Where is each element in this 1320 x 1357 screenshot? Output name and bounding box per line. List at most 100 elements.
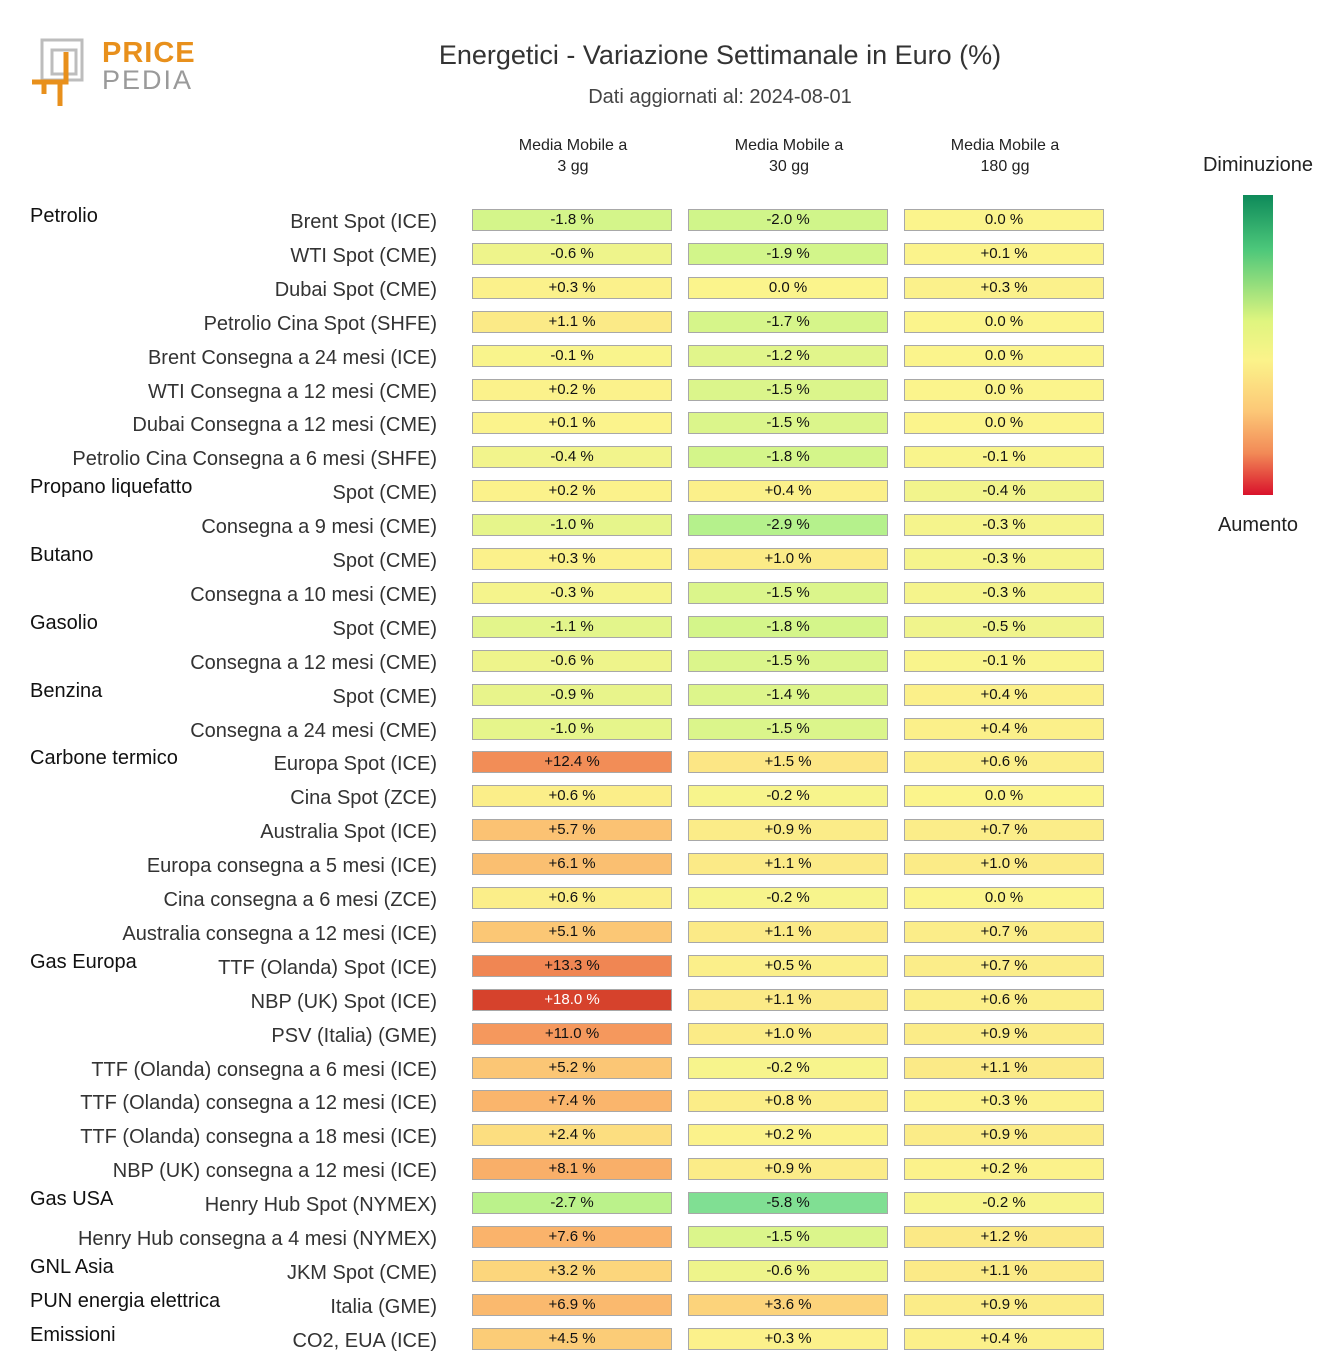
value-cell: +7.6 % <box>472 1226 672 1248</box>
value-cell: 0.0 % <box>904 412 1104 435</box>
value-cell: +5.7 % <box>472 819 672 842</box>
row-label: Spot (CME) <box>332 482 437 505</box>
row-label: Cina consegna a 6 mesi (ZCE) <box>163 889 437 911</box>
group-label: GNL Asia <box>30 1255 114 1278</box>
value-cell: +11.0 % <box>472 1022 672 1045</box>
value-cell: -0.3 % <box>904 581 1104 604</box>
row-label: TTF (Olanda) consegna a 6 mesi (ICE) <box>91 1058 437 1081</box>
value-cell: +0.1 % <box>904 242 1104 265</box>
row-label: Australia consegna a 12 mesi (ICE) <box>122 922 437 945</box>
value-cell: -0.2 % <box>688 887 888 909</box>
column-header-180gg: Media Mobile a 180 gg <box>950 137 1060 175</box>
row-label: Consegna a 12 mesi (CME) <box>190 651 437 674</box>
row-label: PSV (Italia) (GME) <box>271 1024 437 1047</box>
group-label: Carbone termico <box>30 747 178 770</box>
group-label: Benzina <box>30 679 103 702</box>
value-cell: +0.8 % <box>688 1090 888 1113</box>
value-cell: -1.5 % <box>688 1226 888 1248</box>
row-label: TTF (Olanda) consegna a 18 mesi (ICE) <box>80 1126 437 1149</box>
value-cell: +0.4 % <box>904 717 1104 740</box>
value-cell: +3.2 % <box>472 1259 672 1282</box>
value-cell: +0.2 % <box>472 378 672 401</box>
row-label: Petrolio Cina Spot (SHFE) <box>203 312 437 335</box>
value-cell: +0.4 % <box>904 1327 1104 1350</box>
value-cell: -1.1 % <box>472 615 672 638</box>
row-label: TTF (Olanda) consegna a 12 mesi (ICE) <box>80 1092 437 1115</box>
value-cell: +0.3 % <box>472 548 672 570</box>
row-label: Henry Hub consegna a 4 mesi (NYMEX) <box>77 1228 437 1250</box>
value-cell: -0.3 % <box>904 514 1104 537</box>
value-cell: +0.6 % <box>904 988 1104 1011</box>
value-cell: +0.2 % <box>904 1158 1104 1181</box>
value-cell: -0.1 % <box>904 446 1104 469</box>
row-label: Consegna a 9 mesi (CME) <box>201 516 437 539</box>
value-cell: +7.4 % <box>472 1090 672 1113</box>
value-cell: -1.5 % <box>688 581 888 604</box>
value-cell: +0.9 % <box>688 1158 888 1181</box>
value-cell: 0.0 % <box>904 344 1104 367</box>
row-label: WTI Spot (CME) <box>290 244 437 267</box>
value-cell: -0.6 % <box>472 242 672 265</box>
value-cell: +0.9 % <box>904 1293 1104 1316</box>
value-cell: +0.9 % <box>904 1022 1104 1045</box>
legend-bottom-label: Aumento <box>1217 514 1299 536</box>
value-cell: +18.0 % <box>472 988 672 1011</box>
value-cell: -0.4 % <box>472 446 672 469</box>
value-cell: -1.4 % <box>688 683 888 706</box>
value-cell: +0.5 % <box>688 954 888 977</box>
row-label: TTF (Olanda) Spot (ICE) <box>218 956 437 979</box>
value-cell: -1.0 % <box>472 514 672 537</box>
value-cell: -1.9 % <box>688 242 888 265</box>
row-label: Spot (CME) <box>332 550 437 572</box>
value-cell: -2.7 % <box>472 1192 672 1215</box>
value-cell: -0.1 % <box>904 649 1104 672</box>
value-cell: -0.2 % <box>904 1192 1104 1215</box>
value-cell: +0.1 % <box>472 412 672 435</box>
value-cell: +1.1 % <box>904 1056 1104 1079</box>
value-cell: 0.0 % <box>904 310 1104 333</box>
row-label: Australia Spot (ICE) <box>260 821 437 844</box>
value-cell: -1.0 % <box>472 717 672 740</box>
row-label: Italia (GME) <box>330 1295 437 1318</box>
value-cell: +5.2 % <box>472 1056 672 1079</box>
row-label: Henry Hub Spot (NYMEX) <box>204 1194 437 1217</box>
value-cell: -1.2 % <box>688 344 888 367</box>
value-cell: -0.6 % <box>472 649 672 672</box>
value-cell: -0.2 % <box>688 1056 888 1079</box>
row-label: Spot (CME) <box>332 617 437 640</box>
value-cell: +1.1 % <box>688 853 888 876</box>
value-cell: +6.1 % <box>472 853 672 876</box>
value-cell: +0.7 % <box>904 920 1104 943</box>
row-label: Brent Consegna a 24 mesi (ICE) <box>147 346 437 369</box>
group-label: Gas USA <box>30 1188 114 1211</box>
value-cell: +6.9 % <box>472 1293 672 1316</box>
row-label: JKM Spot (CME) <box>286 1261 437 1284</box>
logo-mark-icon <box>32 38 84 106</box>
value-cell: 0.0 % <box>688 276 888 299</box>
logo-text-bottom: PEDIA <box>102 65 194 95</box>
value-cell: +1.0 % <box>904 853 1104 876</box>
value-cell: +0.6 % <box>472 785 672 808</box>
legend-top-label: Diminuzione <box>1202 154 1314 176</box>
row-label: Brent Spot (ICE) <box>290 211 437 233</box>
value-cell: +0.3 % <box>904 1090 1104 1113</box>
row-label: Spot (CME) <box>332 685 437 708</box>
value-cell: +2.4 % <box>472 1124 672 1147</box>
row-label: Consegna a 24 mesi (CME) <box>190 719 437 742</box>
group-label: Gas Europa <box>30 950 137 973</box>
row-label: Cina Spot (ZCE) <box>290 787 437 810</box>
value-cell: +0.7 % <box>904 819 1104 842</box>
value-cell: -1.8 % <box>472 209 672 231</box>
value-cell: +0.3 % <box>904 276 1104 299</box>
value-cell: 0.0 % <box>904 209 1104 231</box>
column-header-3gg: Media Mobile a 3 gg <box>518 137 628 175</box>
value-cell: -0.6 % <box>688 1259 888 1282</box>
column-header-30gg: Media Mobile a 30 gg <box>734 137 844 175</box>
row-label: CO2, EUA (ICE) <box>292 1329 437 1352</box>
value-cell: +1.1 % <box>688 920 888 943</box>
chart-subtitle: Dati aggiornati al: 2024-08-01 <box>588 86 852 108</box>
value-cell: +1.5 % <box>688 751 888 774</box>
value-cell: +1.0 % <box>688 1022 888 1045</box>
value-cell: -0.9 % <box>472 683 672 706</box>
row-label: Dubai Consegna a 12 mesi (CME) <box>132 414 437 437</box>
